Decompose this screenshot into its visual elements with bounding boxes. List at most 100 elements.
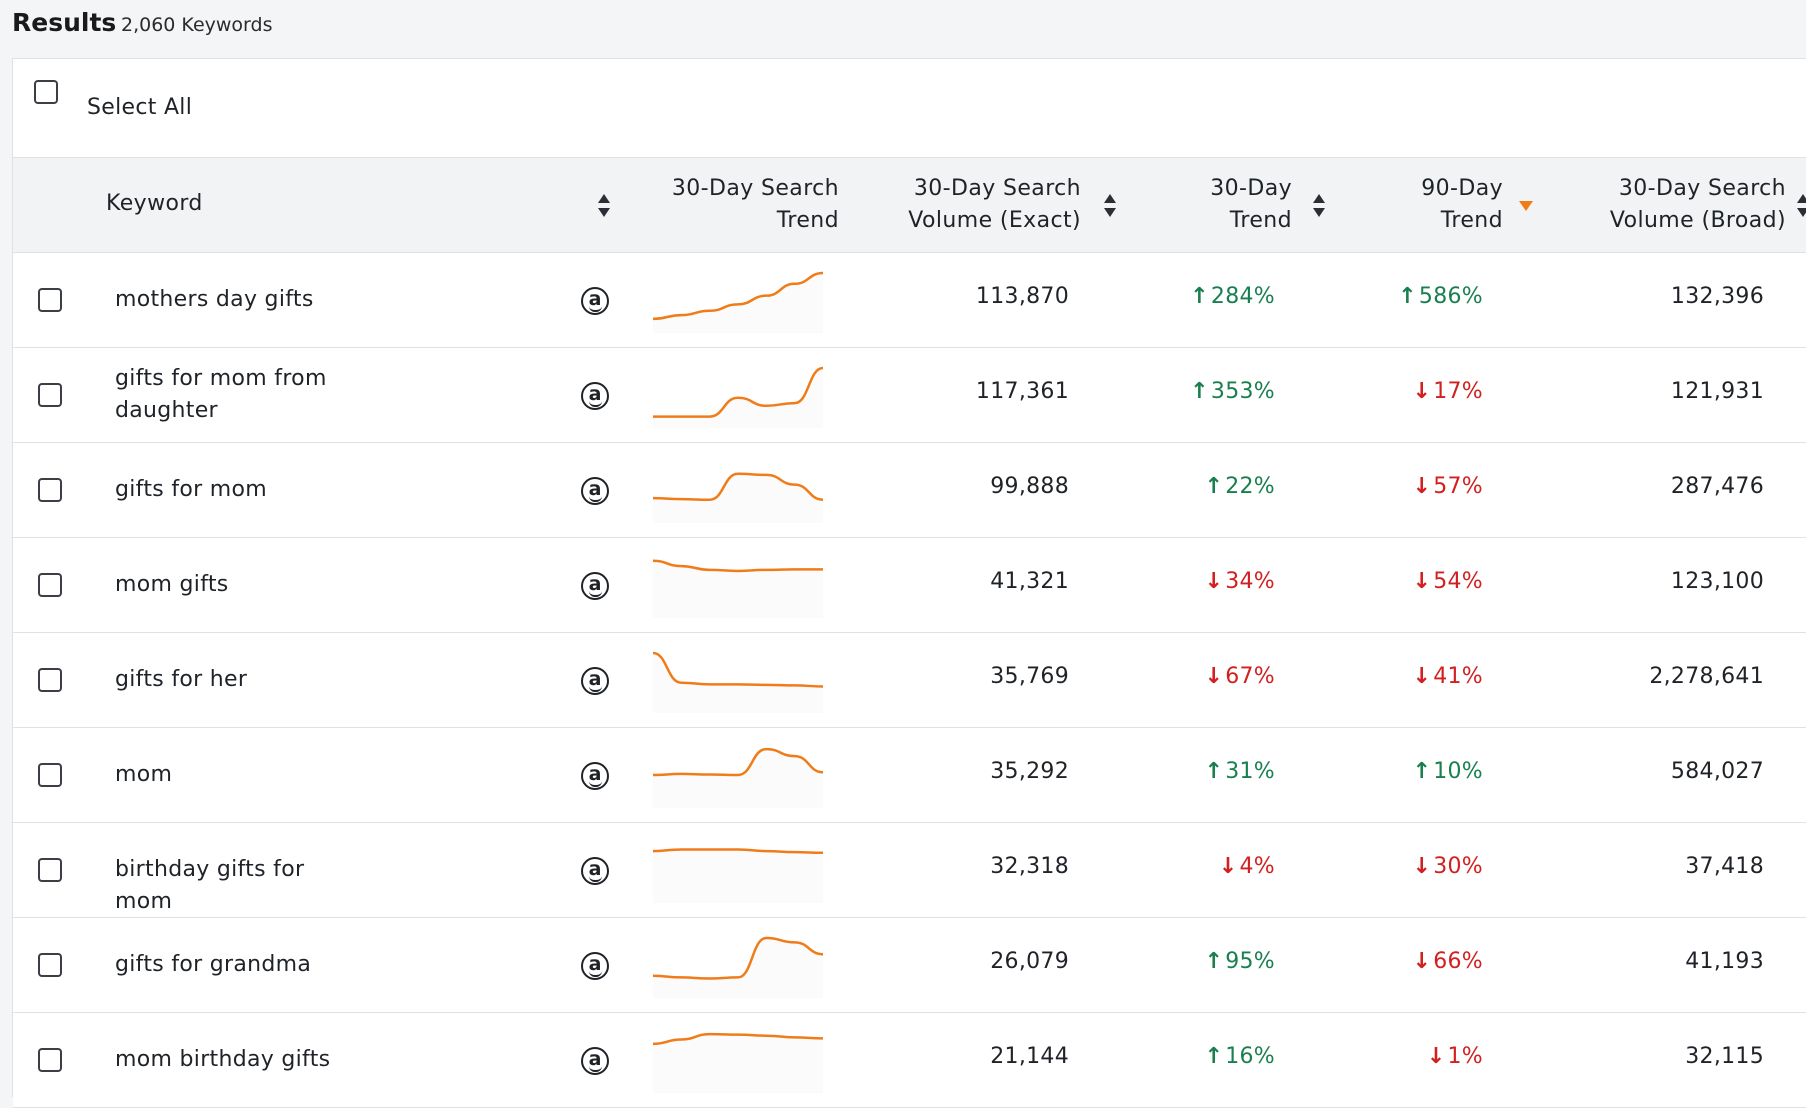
select-all-label: Select All [87, 95, 193, 120]
column-header-keyword[interactable]: Keyword [106, 188, 203, 220]
trend-30-percent: 16% [1225, 1044, 1275, 1069]
table-row[interactable]: mom gifts a 41,321 ↓34% ↓54% 123,100 [13, 538, 1806, 633]
sort-trend-30-icon[interactable] [1312, 193, 1326, 219]
table-row[interactable]: birthday gifts for mom a 32,318 ↓4% ↓30%… [13, 823, 1806, 918]
column-label-line2: Trend [776, 208, 839, 233]
row-checkbox[interactable] [38, 478, 62, 502]
table-row[interactable]: gifts for mom a 99,888 ↑22% ↓57% 287,476 [13, 443, 1806, 538]
sort-active-desc-icon[interactable] [1519, 201, 1533, 211]
column-label-line2: Trend [1440, 208, 1503, 233]
trend-30-percent: 353% [1210, 379, 1275, 404]
trend-arrow-icon: ↑ [1412, 759, 1432, 784]
amazon-icon[interactable]: a [581, 667, 609, 695]
table-header: Keyword 30-Day Search Trend 30-Day Searc… [13, 158, 1806, 253]
volume-broad: 32,115 [1685, 1044, 1764, 1069]
amazon-icon[interactable]: a [581, 952, 609, 980]
sparkline-area [653, 938, 823, 998]
trend-arrow-icon: ↓ [1412, 949, 1432, 974]
trend-90-percent: 586% [1418, 284, 1483, 309]
keyword-text: mom birthday gifts [115, 1047, 331, 1072]
trend-arrow-icon: ↓ [1412, 474, 1432, 499]
column-header-trend-30[interactable]: 30-Day Trend [1143, 173, 1292, 237]
trend-90-value: ↓1% [1313, 1044, 1483, 1069]
trend-30-percent: 22% [1225, 474, 1275, 499]
column-header-volume-exact[interactable]: 30-Day Search Volume (Exact) [863, 173, 1081, 237]
select-all-checkbox[interactable] [34, 80, 58, 104]
trend-30-percent: 67% [1225, 664, 1275, 689]
table-row[interactable]: mom birthday gifts a 21,144 ↑16% ↓1% 32,… [13, 1013, 1806, 1108]
trend-arrow-icon: ↓ [1218, 854, 1238, 879]
select-all-row: Select All [13, 59, 1806, 158]
table-row[interactable]: gifts for her a 35,769 ↓67% ↓41% 2,278,6… [13, 633, 1806, 728]
volume-exact: 113,870 [975, 284, 1069, 309]
trend-90-percent: 17% [1433, 379, 1483, 404]
column-header-volume-broad[interactable]: 30-Day Search Volume (Broad) [1553, 173, 1786, 237]
trend-30-value: ↑22% [1113, 474, 1275, 499]
row-checkbox[interactable] [38, 1048, 62, 1072]
column-label: Keyword [106, 191, 203, 216]
results-panel: Select All Keyword 30-Day Search Trend 3… [12, 58, 1806, 1108]
sparkline-line [653, 559, 823, 573]
trend-arrow-icon: ↓ [1204, 569, 1224, 594]
trend-30-value: ↑16% [1113, 1044, 1275, 1069]
keyword-text: mom gifts [115, 572, 229, 597]
row-checkbox[interactable] [38, 573, 62, 597]
search-trend-sparkline [653, 559, 823, 618]
trend-30-percent: 4% [1239, 854, 1275, 879]
trend-30-value: ↓4% [1113, 854, 1275, 879]
column-label-line1: 30-Day Search [913, 176, 1081, 201]
sparkline-area [653, 1034, 823, 1093]
row-checkbox[interactable] [38, 288, 62, 312]
keyword-text: mom [115, 762, 173, 787]
row-checkbox[interactable] [38, 383, 62, 407]
sort-volume-exact-icon[interactable] [1103, 193, 1117, 219]
trend-30-value: ↓67% [1113, 664, 1275, 689]
keyword-text: gifts for mom [115, 477, 267, 502]
table-row[interactable]: mothers day gifts a 113,870 ↑284% ↑586% … [13, 253, 1806, 348]
amazon-icon[interactable]: a [581, 762, 609, 790]
volume-exact: 21,144 [990, 1044, 1069, 1069]
row-checkbox[interactable] [38, 668, 62, 692]
table-row[interactable]: mom a 35,292 ↑31% ↑10% 584,027 [13, 728, 1806, 823]
trend-arrow-icon: ↑ [1190, 284, 1209, 309]
search-trend-sparkline [653, 1032, 823, 1093]
trend-arrow-icon: ↓ [1412, 664, 1432, 689]
search-trend-sparkline [653, 271, 823, 333]
row-checkbox[interactable] [38, 763, 62, 787]
search-trend-sparkline [653, 366, 823, 428]
trend-arrow-icon: ↓ [1204, 664, 1224, 689]
search-trend-sparkline [653, 747, 823, 808]
keyword-count: 2,060 Keywords [121, 14, 273, 36]
trend-90-value: ↓17% [1313, 379, 1483, 404]
sort-keyword-icon[interactable] [597, 193, 611, 219]
volume-broad: 41,193 [1685, 949, 1764, 974]
sparkline-line [653, 271, 823, 321]
table-row[interactable]: gifts for grandma a 26,079 ↑95% ↓66% 41,… [13, 918, 1806, 1013]
row-checkbox[interactable] [38, 953, 62, 977]
amazon-icon[interactable]: a [581, 572, 609, 600]
keyword-text: gifts for her [115, 667, 248, 692]
amazon-icon[interactable]: a [581, 857, 609, 885]
amazon-icon[interactable]: a [581, 287, 609, 315]
sparkline-line [653, 747, 823, 777]
sparkline-line [653, 472, 823, 501]
volume-broad: 287,476 [1670, 474, 1764, 499]
keyword-text: birthday gifts for mom [115, 857, 305, 914]
trend-90-percent: 41% [1433, 664, 1483, 689]
amazon-icon[interactable]: a [581, 1047, 609, 1075]
volume-broad: 584,027 [1670, 759, 1764, 784]
trend-arrow-icon: ↓ [1412, 379, 1432, 404]
column-header-trend-90[interactable]: 90-Day Trend [1353, 173, 1503, 237]
trend-arrow-icon: ↑ [1398, 284, 1417, 309]
column-label-line2: Trend [1229, 208, 1292, 233]
sort-volume-broad-icon[interactable] [1796, 193, 1806, 219]
row-checkbox[interactable] [38, 858, 62, 882]
amazon-icon[interactable]: a [581, 382, 609, 410]
trend-arrow-icon: ↑ [1190, 379, 1209, 404]
trend-90-value: ↓30% [1313, 854, 1483, 879]
amazon-icon[interactable]: a [581, 477, 609, 505]
trend-30-value: ↓34% [1113, 569, 1275, 594]
volume-exact: 35,292 [990, 759, 1069, 784]
table-row[interactable]: gifts for mom from daughter a 117,361 ↑3… [13, 348, 1806, 443]
trend-arrow-icon: ↑ [1204, 474, 1224, 499]
